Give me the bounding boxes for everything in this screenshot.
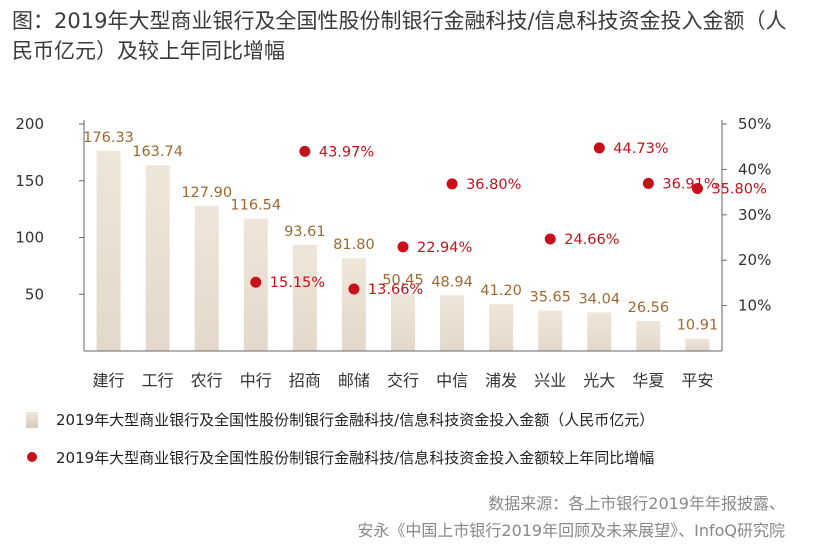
right-tick-label: 10% xyxy=(738,297,771,315)
growth-value-label: 24.66% xyxy=(564,232,619,248)
bar xyxy=(685,338,710,351)
bar xyxy=(96,150,121,351)
chart-title: 图：2019年大型商业银行及全国性股份制银行金融科技/信息科技资金投入金额（人民… xyxy=(12,9,787,63)
category-label: 邮储 xyxy=(338,371,370,390)
right-tick-label: 30% xyxy=(738,206,771,224)
left-tick-label: 50 xyxy=(25,285,44,303)
legend: 2019年大型商业银行及全国性股份制银行金融科技/信息科技资金投入金额（人民币亿… xyxy=(26,409,816,469)
bar-value-label: 26.56 xyxy=(628,300,670,316)
growth-value-label: 35.80% xyxy=(711,181,766,197)
bar xyxy=(292,244,317,351)
growth-dot xyxy=(348,283,360,295)
bar xyxy=(489,304,514,351)
legend-label-amount: 2019年大型商业银行及全国性股份制银行金融科技/信息科技资金投入金额（人民币亿… xyxy=(56,411,655,429)
source-note: 数据来源：各上市银行2019年年报披露、 安永《中国上市银行2019年回顾及未来… xyxy=(357,490,785,546)
right-tick-label: 50% xyxy=(738,115,771,133)
growth-value-label: 15.15% xyxy=(270,275,325,291)
growth-value-label: 44.73% xyxy=(613,141,668,157)
growth-dot xyxy=(397,241,409,253)
bar-value-label: 176.33 xyxy=(83,130,134,146)
axes-layer: 50 100 150 200 10% 20% 30% 40% 50% 建行 工行 农行 中行 招商 邮储 交行… xyxy=(15,115,771,390)
category-label: 浦发 xyxy=(485,371,517,390)
growth-dot xyxy=(691,182,703,194)
source-line-2: 安永《中国上市银行2019年回顾及未来展望》、InfoQ研究院 xyxy=(357,521,785,540)
category-label: 农行 xyxy=(191,371,223,390)
category-label: 建行 xyxy=(93,371,125,390)
bar-value-label: 41.20 xyxy=(480,283,522,299)
bar xyxy=(194,205,219,351)
left-tick-label: 150 xyxy=(15,172,44,190)
bar-value-label: 50.45 xyxy=(382,273,424,289)
bar xyxy=(440,295,465,351)
right-tick-label: 20% xyxy=(738,251,771,269)
growth-value-label: 43.97% xyxy=(319,144,374,160)
bar-value-label: 10.91 xyxy=(677,318,719,334)
legend-label-growth: 2019年大型商业银行及全国性股份制银行金融科技/信息科技资金投入金额较上年同比… xyxy=(56,449,655,467)
growth-dot xyxy=(544,233,556,245)
source-line-1: 数据来源：各上市银行2019年年报披露、 xyxy=(488,494,785,513)
growth-dot xyxy=(642,177,654,189)
growth-value-label: 22.94% xyxy=(417,240,472,256)
bar-value-label: 116.54 xyxy=(230,198,281,214)
category-label: 中信 xyxy=(436,371,468,390)
bar-value-label: 34.04 xyxy=(579,291,621,307)
growth-value-label: 13.66% xyxy=(368,282,423,298)
category-label: 交行 xyxy=(387,371,419,390)
bar-swatch xyxy=(26,412,38,428)
bar xyxy=(145,165,170,351)
bar-value-label: 127.90 xyxy=(181,185,232,201)
bar-value-label: 48.94 xyxy=(431,274,473,290)
bar-value-label: 81.80 xyxy=(333,237,375,253)
right-tick-label: 40% xyxy=(738,160,771,178)
bar xyxy=(538,310,563,351)
dots-layer: 15.15% 43.97% 13.66% 22.94% 36.80% 24.66% 44.7… xyxy=(250,141,767,298)
bar-value-label: 35.65 xyxy=(529,290,571,306)
left-tick-label: 100 xyxy=(15,229,44,247)
growth-value-label: 36.91% xyxy=(662,176,717,192)
growth-dot xyxy=(593,142,605,154)
category-label: 工行 xyxy=(142,371,174,390)
category-label: 招商 xyxy=(289,371,321,390)
category-label: 光大 xyxy=(583,371,615,390)
bar-value-label: 163.74 xyxy=(132,144,183,160)
category-label: 兴业 xyxy=(534,371,566,390)
bar xyxy=(391,293,415,351)
category-label: 中行 xyxy=(240,371,272,390)
bar xyxy=(587,312,612,351)
category-label: 华夏 xyxy=(632,371,664,390)
growth-value-label: 36.80% xyxy=(466,177,521,193)
bar xyxy=(341,258,366,351)
category-label: 平安 xyxy=(681,371,713,390)
growth-dot xyxy=(446,178,458,190)
left-tick-label: 200 xyxy=(15,115,44,133)
growth-dot xyxy=(250,276,262,288)
bar xyxy=(636,320,661,351)
growth-dot xyxy=(299,145,311,157)
dot-swatch xyxy=(27,452,37,462)
bar-value-label: 93.61 xyxy=(284,224,326,240)
